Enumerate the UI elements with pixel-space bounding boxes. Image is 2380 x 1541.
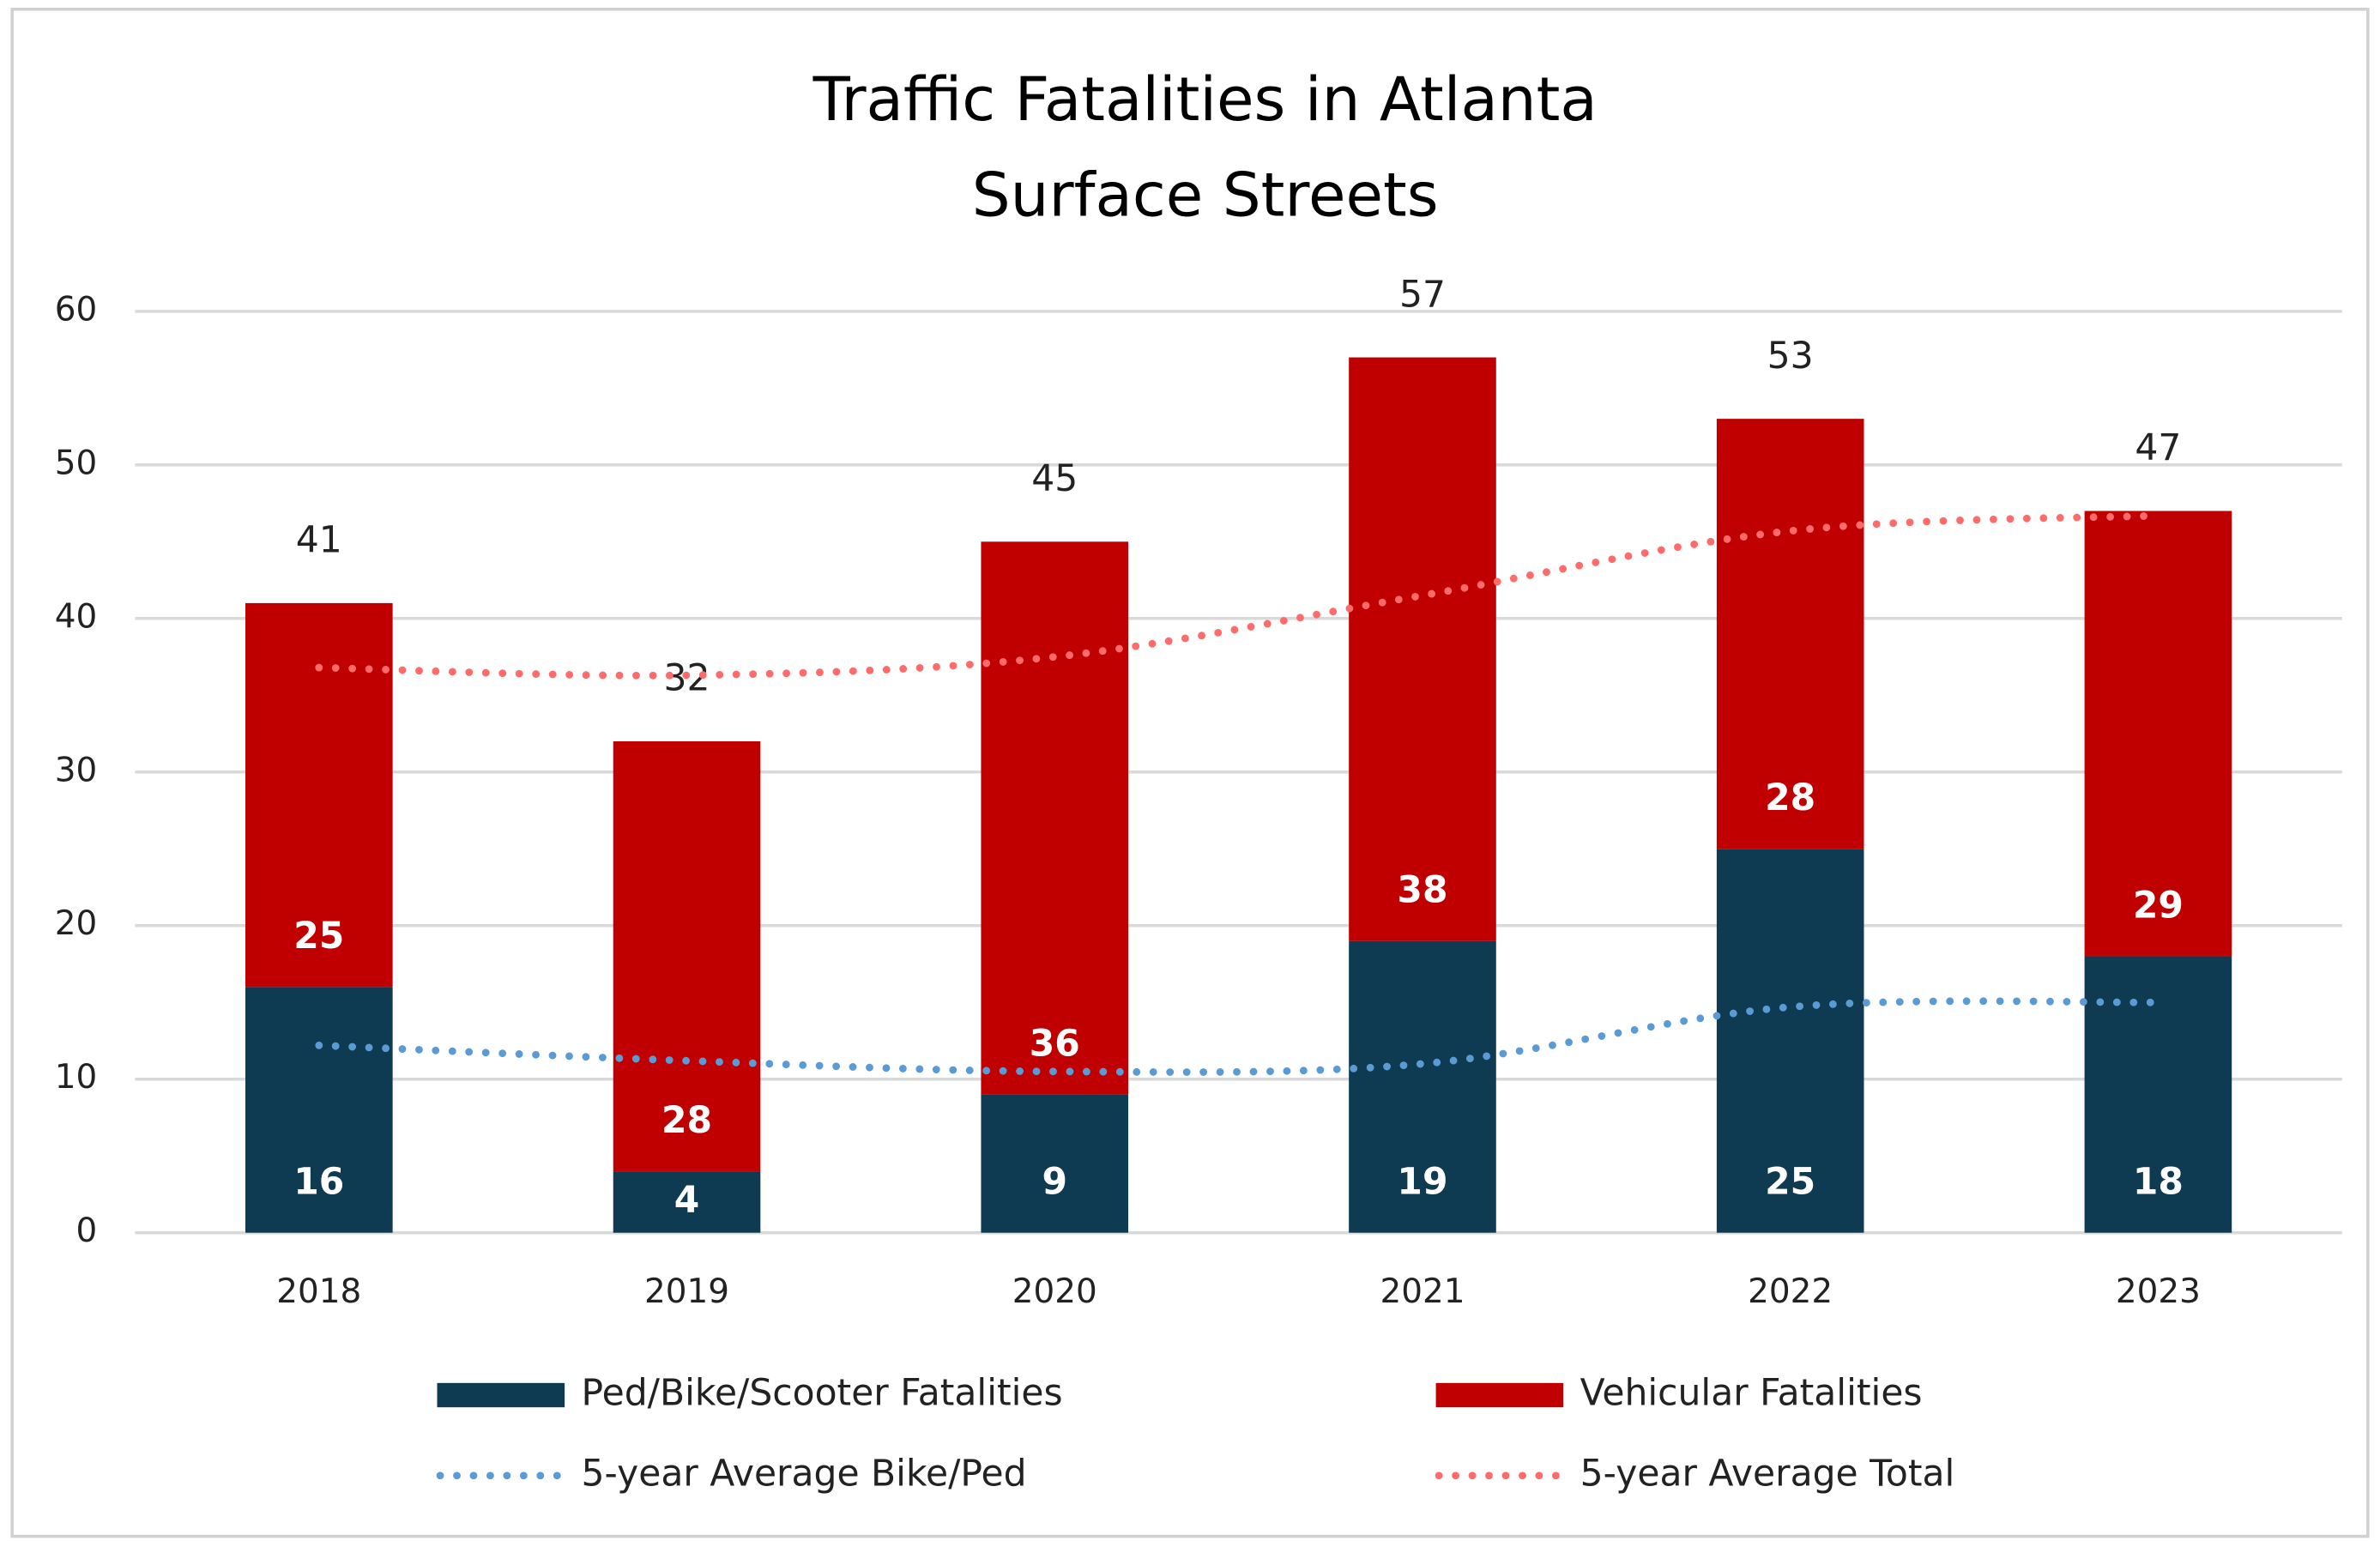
data-label: 36 <box>1030 1024 1080 1066</box>
bar-segment <box>1716 849 1864 1233</box>
data-label: 19 <box>1397 1162 1447 1204</box>
bar-segment <box>2084 511 2232 957</box>
bar-segment <box>245 987 393 1233</box>
bar-segment <box>1349 357 1496 941</box>
legend-swatch <box>437 1382 565 1408</box>
data-label: 9 <box>1042 1162 1067 1204</box>
trend-line <box>315 511 2162 680</box>
y-tick-label: 30 <box>55 751 98 789</box>
chart-title: Traffic Fatalities in Atlanta <box>812 63 1598 135</box>
data-label: 28 <box>661 1100 712 1142</box>
y-tick-label: 60 <box>55 290 98 329</box>
trend-line <box>315 997 2162 1076</box>
bar-segment <box>613 1171 761 1233</box>
bar-segment <box>613 740 761 1172</box>
bar-segment <box>1349 940 1496 1233</box>
legend-label: Vehicular Fatalities <box>1580 1372 1923 1414</box>
bar-segment <box>1716 419 1864 849</box>
x-tick-label: 2019 <box>644 1272 729 1311</box>
chart-subtitle: Surface Streets <box>972 159 1439 230</box>
y-tick-label: 0 <box>76 1212 97 1250</box>
data-label: 16 <box>293 1162 344 1204</box>
total-label: 47 <box>2135 427 2181 469</box>
x-tick-label: 2020 <box>1012 1272 1097 1311</box>
y-tick-label: 40 <box>55 597 98 636</box>
legend-label: 5-year Average Total <box>1580 1453 1955 1495</box>
y-tick-label: 10 <box>55 1058 98 1097</box>
total-label: 41 <box>296 520 342 562</box>
bar-segment <box>981 541 1129 1095</box>
legend-swatch <box>1435 1382 1564 1408</box>
total-label: 57 <box>1399 274 1446 316</box>
data-label: 4 <box>674 1179 700 1221</box>
data-label: 28 <box>1765 777 1815 819</box>
x-tick-label: 2021 <box>1380 1272 1465 1311</box>
data-label: 29 <box>2133 885 2184 927</box>
y-tick-label: 20 <box>55 904 98 943</box>
data-label: 18 <box>2133 1162 2184 1204</box>
bar-segment <box>981 1094 1129 1233</box>
legend-label: 5-year Average Bike/Ped <box>582 1453 1027 1495</box>
x-tick-label: 2022 <box>1748 1272 1833 1311</box>
data-label: 25 <box>293 916 344 958</box>
bar-segment <box>2084 956 2232 1233</box>
data-label: 38 <box>1397 870 1447 912</box>
total-label: 45 <box>1031 458 1078 500</box>
data-label: 25 <box>1765 1162 1815 1204</box>
x-tick-label: 2018 <box>276 1272 361 1311</box>
y-tick-label: 50 <box>55 444 98 482</box>
legend-label: Ped/Bike/Scooter Fatalities <box>582 1372 1063 1414</box>
x-tick-label: 2023 <box>2116 1272 2201 1311</box>
total-label: 53 <box>1767 335 1814 378</box>
